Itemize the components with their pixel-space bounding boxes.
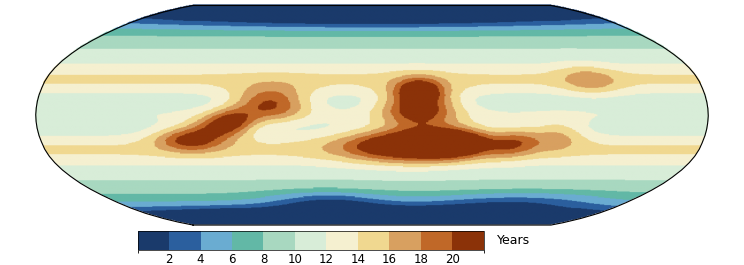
Text: Years: Years: [498, 234, 530, 247]
